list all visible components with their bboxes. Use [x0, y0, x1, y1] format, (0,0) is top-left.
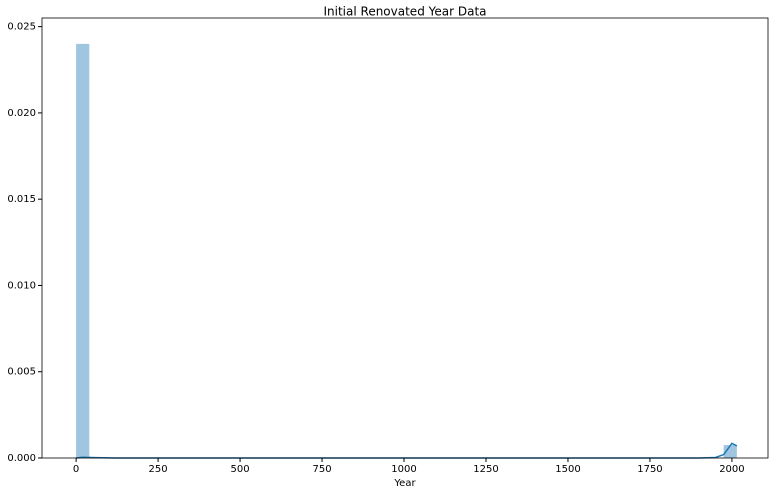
kde-line — [76, 442, 738, 459]
x-axis-label: Year — [393, 478, 416, 489]
x-tick-label: 2000 — [719, 464, 744, 475]
x-tick-label: 1750 — [637, 464, 662, 475]
plot-frame — [41, 17, 769, 459]
y-tick-label: 0.015 — [7, 194, 36, 205]
x-tick-label: 1250 — [473, 464, 498, 475]
x-tick-label: 1000 — [391, 464, 416, 475]
x-tick-label: 750 — [312, 464, 331, 475]
x-tick-label: 500 — [231, 464, 250, 475]
bar — [76, 43, 90, 458]
chart-title: Initial Renovated Year Data — [324, 5, 487, 19]
y-tick-label: 0.010 — [7, 280, 36, 291]
y-tick-label: 0.025 — [7, 22, 36, 33]
x-tick-label: 0 — [73, 464, 79, 475]
y-tick-label: 0.005 — [7, 367, 36, 378]
x-tick-label: 250 — [149, 464, 168, 475]
y-tick-label: 0.000 — [7, 453, 36, 464]
x-tick-label: 1500 — [555, 464, 580, 475]
bar — [723, 445, 737, 458]
y-tick-label: 0.020 — [7, 108, 36, 119]
